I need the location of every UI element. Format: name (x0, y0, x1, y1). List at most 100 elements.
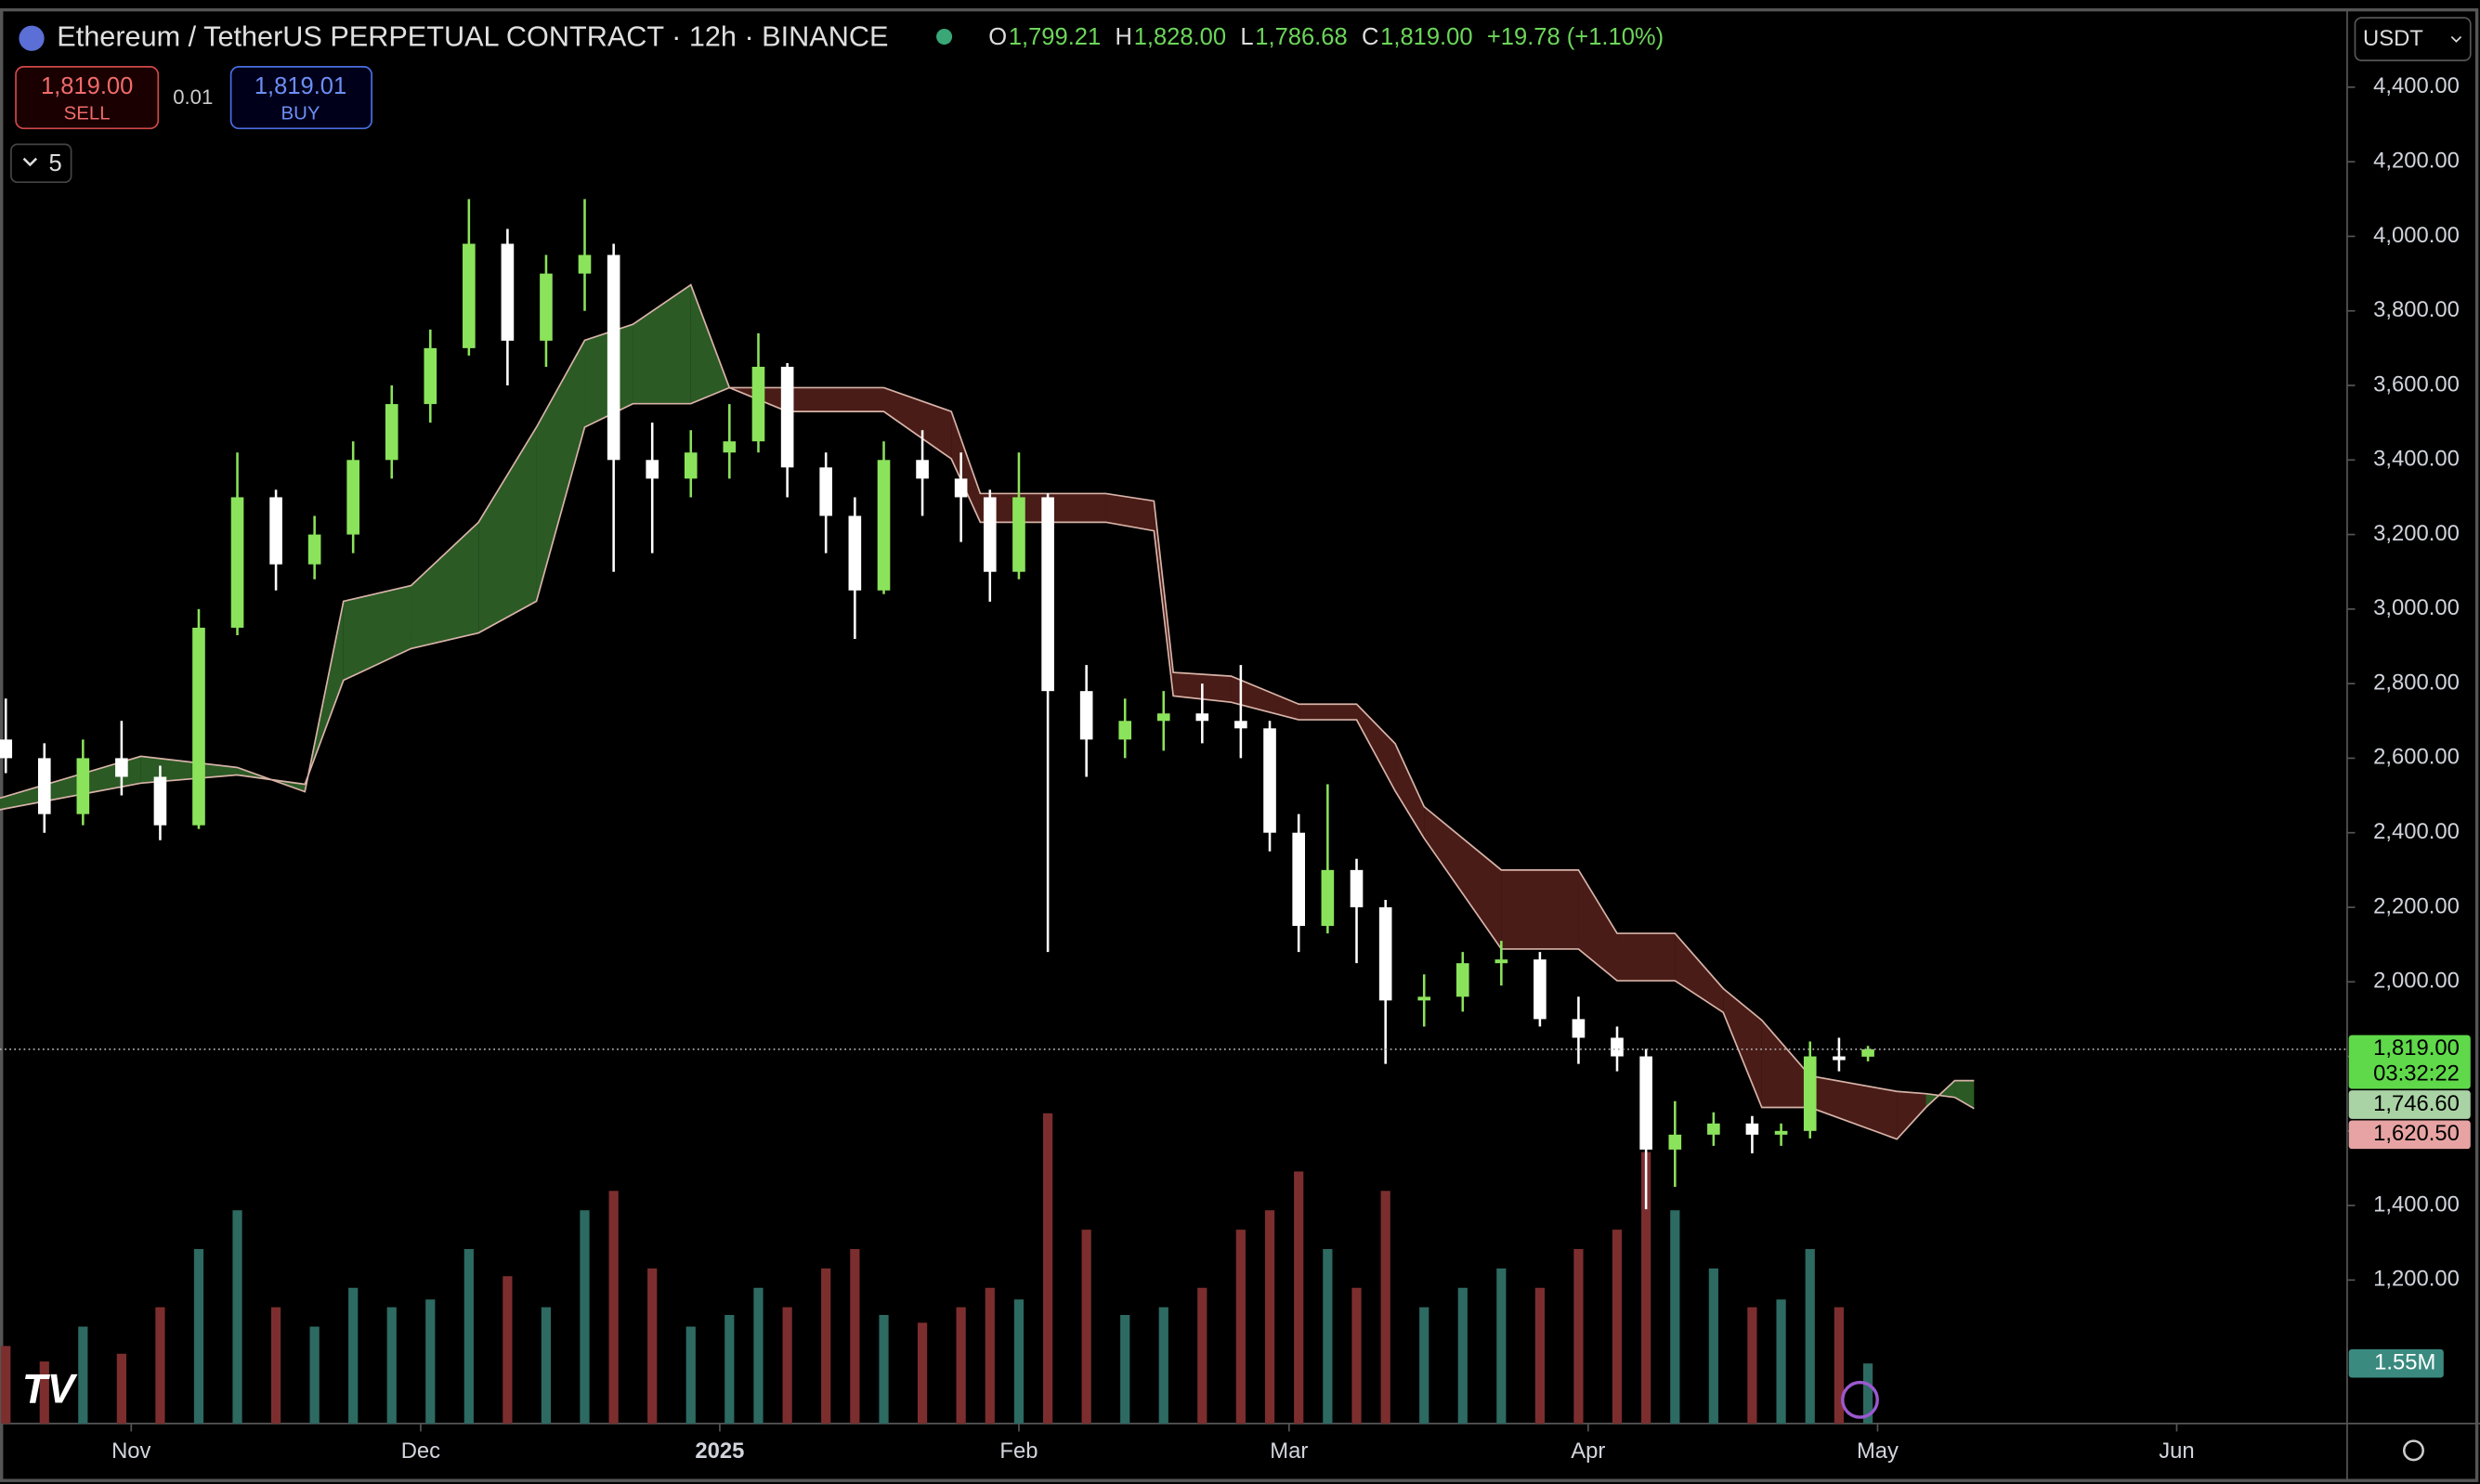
ohlc-value: 1,799.21 (1009, 24, 1101, 50)
volume-bar (1573, 1248, 1584, 1424)
buy-button[interactable] (229, 66, 373, 130)
volume-label: 1.55M (2374, 1349, 2435, 1374)
volume-bar (463, 1248, 474, 1424)
volume-bar (270, 1307, 281, 1424)
ohlc-legend: O 1,799.21 H 1,828.00 L 1,786.68 C 1,819.00 +19.… (988, 24, 1664, 50)
price-label: 1,620.50 (2373, 1121, 2460, 1146)
candle-body (463, 243, 476, 348)
candle-body (424, 347, 437, 405)
ohlc-value: 1,786.68 (1255, 24, 1347, 50)
tradingview-logo[interactable]: TV (22, 1367, 78, 1412)
volume-bar (685, 1326, 696, 1424)
y-tick-label: 3,200.00 (2373, 521, 2460, 546)
y-tick-label: 2,000.00 (2373, 969, 2460, 994)
volume-bar (1197, 1287, 1207, 1424)
candle-body (1861, 1048, 1874, 1057)
y-tick-label: 3,600.00 (2373, 371, 2460, 397)
x-tick-label: Dec (401, 1438, 440, 1464)
volume-bar (155, 1307, 165, 1424)
volume-bar (580, 1210, 590, 1424)
candle-body (1495, 959, 1508, 964)
volume-bar (1708, 1268, 1718, 1424)
volume-bar (879, 1314, 889, 1424)
volume-bar (1013, 1299, 1025, 1424)
cloud-fill (478, 426, 537, 633)
volume-bar (425, 1299, 436, 1424)
axes: 1,200.001,400.001,600.001,800.002,000.00… (111, 73, 2471, 1464)
volume-bar (1419, 1307, 1429, 1424)
x-tick-label: Nov (111, 1438, 150, 1464)
candle-body (1079, 691, 1093, 740)
candle-body (646, 460, 659, 479)
candle-body (723, 441, 737, 453)
volume-bar (1612, 1230, 1623, 1424)
cloud-fill (1424, 806, 1502, 949)
candle-body (1668, 1134, 1682, 1150)
candle-body (192, 627, 205, 826)
volume-bar (956, 1307, 966, 1424)
candle-body (76, 758, 90, 814)
candle-body (1572, 1019, 1586, 1038)
volume-bar (1834, 1307, 1845, 1424)
cloud-fill (1761, 1020, 1810, 1108)
cloud-fill (951, 411, 981, 523)
candle-body (983, 497, 997, 572)
candle-body (848, 515, 862, 591)
candle-body (540, 273, 553, 341)
currency-chevron (2450, 35, 2462, 43)
volume-bar (1862, 1363, 1873, 1424)
symbol-title[interactable]: Ethereum / TetherUS PERPETUAL CONTRACT ·… (57, 20, 888, 52)
cloud-fill (1723, 988, 1762, 1108)
y-tick-label: 4,200.00 (2373, 148, 2460, 173)
y-tick-label: 1,200.00 (2373, 1267, 2460, 1292)
ohlc-value: 1,819.00 (1380, 24, 1472, 50)
volume-bar (78, 1326, 88, 1424)
candle-body (1833, 1056, 1846, 1061)
cloud-fill (1501, 869, 1579, 949)
spread: 0.01 (173, 85, 213, 109)
candle-body (1639, 1056, 1652, 1150)
candle-body (916, 460, 929, 479)
volume-bar (917, 1322, 928, 1424)
chevron-icon (22, 157, 38, 167)
price-label: 1,746.60 (2373, 1091, 2460, 1116)
volume-bar (985, 1287, 995, 1424)
currency-select[interactable] (2354, 17, 2472, 61)
indicators-toggle[interactable] (10, 143, 72, 184)
cloud-fill (0, 756, 141, 810)
x-tick-label: May (1857, 1438, 1899, 1464)
candle-body (1156, 713, 1170, 722)
y-tick-label: 3,400.00 (2373, 447, 2460, 472)
volume-bar (1805, 1248, 1815, 1424)
volume-bar (850, 1248, 860, 1424)
candle-body (751, 366, 765, 442)
volume-bar (193, 1248, 204, 1424)
volume-bar (1081, 1230, 1091, 1424)
ohlc-key: O (988, 24, 1007, 50)
candle-body (1195, 713, 1209, 722)
cloud-fill (883, 387, 952, 460)
price-label-box (2348, 1120, 2471, 1150)
volume-label-box (2348, 1348, 2444, 1378)
candle-body (307, 534, 321, 565)
currency: USDT (2363, 26, 2423, 51)
volume-bar (1641, 1152, 1651, 1424)
candle-body (1611, 1037, 1624, 1057)
y-tick-label: 2,200.00 (2373, 893, 2460, 918)
alert-icon[interactable] (1841, 1380, 1879, 1419)
countdown: 03:32:22 (2373, 1061, 2460, 1086)
y-tick-label: 4,400.00 (2373, 73, 2460, 98)
x-tick-label: 2025 (695, 1438, 744, 1464)
cloud-fill (1395, 743, 1425, 839)
candle-body (1292, 832, 1306, 927)
settings-icon[interactable] (2402, 1439, 2424, 1462)
cloud-fill (787, 387, 884, 412)
sell-button[interactable] (15, 66, 160, 130)
candle-body (1774, 1130, 1788, 1135)
x-tick-label: Mar (1270, 1438, 1308, 1464)
candle-body (954, 478, 968, 498)
cloud-fill (1954, 1080, 1975, 1109)
